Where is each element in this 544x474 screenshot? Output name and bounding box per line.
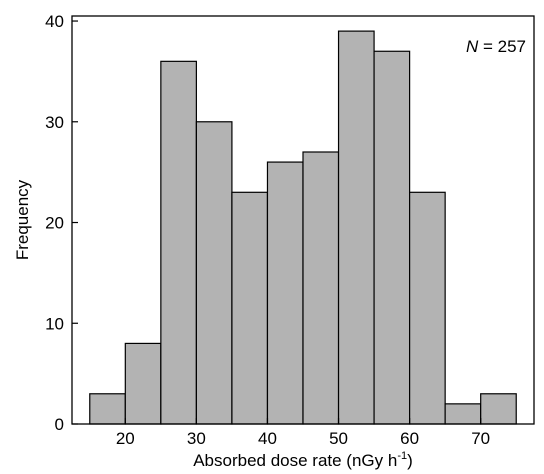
- histogram-bar: [302, 151, 340, 425]
- x-tick-label: 50: [329, 429, 348, 448]
- sample-size-annotation: N = 257: [466, 37, 526, 56]
- histogram-bar: [337, 30, 375, 425]
- x-axis-ticks: 20 30 40 50 60 70: [116, 418, 490, 448]
- y-tick-label: 10: [45, 314, 64, 333]
- x-tick-label: 70: [471, 429, 490, 448]
- histogram-bars: [89, 30, 517, 425]
- histogram-bar: [160, 60, 197, 425]
- x-tick-label: 60: [400, 429, 419, 448]
- histogram-bar: [409, 191, 446, 425]
- x-tick-label: 30: [187, 429, 206, 448]
- histogram-bar: [231, 191, 269, 425]
- x-tick-label: 20: [116, 429, 135, 448]
- y-tick-label: 20: [45, 214, 64, 233]
- histogram-bar: [266, 161, 304, 425]
- x-tick-label: 40: [258, 429, 277, 448]
- plot-frame: [71, 15, 535, 425]
- y-tick-label: 0: [55, 415, 64, 434]
- histogram-bar: [124, 342, 162, 425]
- y-axis-label: Frequency: [13, 179, 32, 260]
- histogram-bar: [195, 121, 233, 425]
- y-tick-label: 40: [45, 12, 64, 31]
- histogram-bar: [480, 393, 517, 425]
- histogram-bar: [373, 50, 411, 425]
- histogram-bar: [444, 403, 482, 425]
- x-axis-label: Absorbed dose rate (nGy h-1): [193, 450, 413, 470]
- histogram-bar: [89, 393, 126, 425]
- y-axis-ticks: 0 10 20 30 40: [45, 12, 78, 434]
- y-tick-label: 30: [45, 113, 64, 132]
